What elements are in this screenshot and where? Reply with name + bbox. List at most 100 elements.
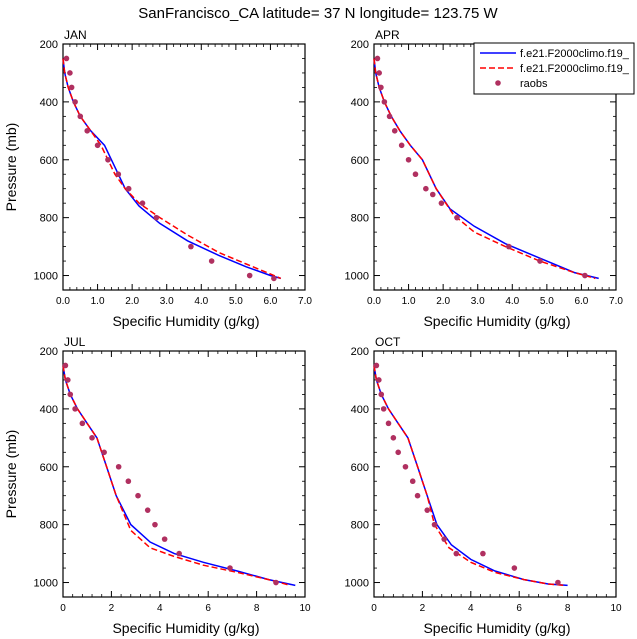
x-tick-label: 5.0 xyxy=(540,296,554,307)
raobs-point xyxy=(105,156,111,163)
x-tick-label: 8 xyxy=(565,603,571,614)
raobs-point xyxy=(153,214,160,221)
x-axis-label: Specific Humidity (g/kg) xyxy=(112,620,259,636)
legend-marker xyxy=(495,80,501,86)
raobs-point xyxy=(414,492,421,499)
y-tick-label: 1000 xyxy=(34,271,58,283)
raobs-point xyxy=(376,70,382,76)
x-tick-label: 6.0 xyxy=(263,296,277,307)
panel-label: OCT xyxy=(375,335,401,349)
raobs-point xyxy=(398,142,405,149)
raobs-point xyxy=(423,185,429,192)
x-tick-label: 5.0 xyxy=(229,296,243,307)
raobs-point xyxy=(381,99,388,105)
y-tick-label: 800 xyxy=(40,520,58,532)
raobs-point xyxy=(378,391,385,398)
x-tick-label: 6 xyxy=(516,603,522,614)
panel-label: JAN xyxy=(64,28,87,42)
raobs-point xyxy=(376,377,382,383)
raobs-point xyxy=(89,435,95,441)
model-line-dashed xyxy=(373,58,596,280)
raobs-point xyxy=(390,435,397,441)
x-tick-label: 3.0 xyxy=(471,296,485,307)
raobs-point xyxy=(378,84,384,91)
raobs-point xyxy=(176,550,182,557)
panel-oct: 0 2 4 6 8 10 200 400 600 800 1000 OCT Specific Humid… xyxy=(345,335,622,636)
raobs-point xyxy=(271,275,277,282)
raobs-point xyxy=(380,406,387,412)
raobs-point xyxy=(391,128,398,134)
raobs-point xyxy=(405,156,412,163)
raobs-point xyxy=(429,191,436,198)
raobs-point xyxy=(246,272,253,279)
raobs-point xyxy=(62,362,69,369)
raobs-point xyxy=(374,55,381,62)
panel-jul: 0 2 4 6 8 10 200 400 600 800 1000 JUL Specific Humid… xyxy=(3,335,311,636)
y-tick-label: 400 xyxy=(351,97,369,109)
legend-label: raobs xyxy=(520,78,548,90)
x-tick-label: 10 xyxy=(610,603,622,614)
x-axis-label: Specific Humidity (g/kg) xyxy=(423,620,570,636)
model-line-dashed xyxy=(62,365,291,587)
x-tick-label: 2.0 xyxy=(125,296,139,307)
y-tick-label: 200 xyxy=(351,39,369,51)
raobs-point xyxy=(555,579,561,586)
raobs-point xyxy=(506,243,512,250)
model-line-solid xyxy=(373,58,599,280)
y-axis-label: Pressure (mb) xyxy=(3,430,19,519)
x-tick-label: 0 xyxy=(60,603,66,614)
raobs-point xyxy=(67,391,74,398)
raobs-point xyxy=(84,128,90,134)
raobs-point xyxy=(441,536,447,542)
raobs-point xyxy=(409,478,416,485)
raobs-point xyxy=(152,521,158,528)
plot-frame xyxy=(62,350,306,598)
y-tick-label: 600 xyxy=(40,155,58,167)
raobs-point xyxy=(67,70,73,76)
raobs-point xyxy=(79,420,86,427)
y-tick-label: 800 xyxy=(351,520,369,532)
plot-frame xyxy=(373,350,617,598)
x-tick-label: 6 xyxy=(205,603,211,614)
x-tick-label: 4.0 xyxy=(505,296,519,307)
x-tick-label: 2.0 xyxy=(436,296,450,307)
panel-label: JUL xyxy=(64,335,86,349)
panel-apr: 0.0 1.0 2.0 3.0 4.0 5.0 6.0 7.0 200 400 600 800 1000… xyxy=(345,28,624,329)
x-tick-label: 3.0 xyxy=(160,296,174,307)
x-tick-label: 7.0 xyxy=(609,296,623,307)
raobs-point xyxy=(412,171,419,178)
raobs-point xyxy=(511,565,518,571)
raobs-point xyxy=(537,258,543,264)
model-line-solid xyxy=(62,58,282,280)
raobs-point xyxy=(454,214,460,221)
y-tick-label: 200 xyxy=(40,346,58,358)
x-tick-label: 0 xyxy=(371,603,377,614)
y-tick-label: 200 xyxy=(40,39,58,51)
model-line-dashed xyxy=(62,58,282,280)
raobs-point xyxy=(453,550,460,557)
x-tick-label: 7.0 xyxy=(298,296,312,307)
raobs-point xyxy=(68,84,75,91)
raobs-point xyxy=(438,200,445,206)
raobs-point xyxy=(115,171,122,178)
x-tick-label: 0.0 xyxy=(56,296,70,307)
raobs-point xyxy=(65,377,71,383)
raobs-point xyxy=(63,55,70,62)
x-tick-label: 6.0 xyxy=(574,296,588,307)
x-axis-label: Specific Humidity (g/kg) xyxy=(423,313,570,329)
raobs-point xyxy=(424,507,431,513)
panel-label: APR xyxy=(375,28,400,42)
y-tick-label: 800 xyxy=(351,213,369,225)
y-axis-label: Pressure (mb) xyxy=(3,123,19,212)
panels: 0.0 1.0 2.0 3.0 4.0 5.0 6.0 7.02004006008001000… xyxy=(3,28,623,636)
plot-frame xyxy=(62,43,306,291)
raobs-point xyxy=(161,536,168,542)
x-tick-label: 4.0 xyxy=(194,296,208,307)
raobs-point xyxy=(125,185,132,192)
y-tick-label: 1000 xyxy=(345,271,369,283)
model-line-dashed xyxy=(373,365,566,587)
panel-jan: 0.0 1.0 2.0 3.0 4.0 5.0 6.0 7.0 200 400 600 800 1000… xyxy=(3,28,312,329)
raobs-point xyxy=(273,579,279,586)
x-tick-label: 4 xyxy=(157,603,163,614)
